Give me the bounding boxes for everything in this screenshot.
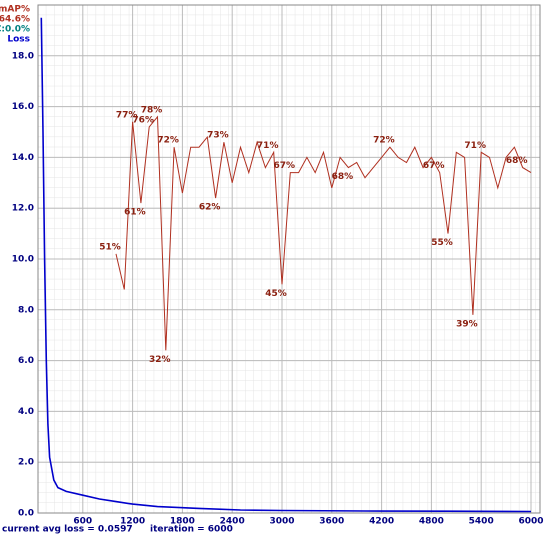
x-tick-label: 3000 [269, 517, 294, 527]
x-tick-label: 6000 [518, 517, 543, 527]
y-tick-label: 16.0 [12, 102, 34, 112]
legend-loss: Loss [7, 35, 30, 45]
c-value: C:0.0% [0, 25, 30, 35]
y-tick-label: 0.0 [18, 509, 34, 519]
footer-loss: current avg loss = 0.0597 [2, 525, 133, 535]
y-tick-label: 6.0 [18, 356, 34, 366]
loss-line [40, 17, 532, 513]
map-value: 64.6% [0, 15, 30, 25]
x-tick-label: 1800 [170, 517, 195, 527]
data-label: 51% [99, 242, 121, 252]
y-tick-label: 4.0 [18, 407, 34, 417]
x-tick-label: 4800 [419, 517, 444, 527]
data-label: 71% [257, 141, 279, 151]
x-tick-label: 3600 [319, 517, 344, 527]
footer-iteration: iteration = 6000 [150, 525, 233, 535]
data-label: 39% [456, 319, 478, 329]
data-label: 61% [124, 208, 146, 218]
data-label: 71% [464, 141, 486, 151]
y-tick-label: 18.0 [12, 51, 34, 61]
data-label: 67% [274, 161, 296, 171]
data-label: 68% [506, 156, 528, 166]
data-label: 67% [423, 161, 445, 171]
x-tick-label: 4200 [369, 517, 394, 527]
data-label: 72% [373, 136, 395, 146]
plot-frame [37, 4, 541, 514]
data-label: 62% [199, 203, 221, 213]
y-tick-label: 10.0 [12, 255, 34, 265]
series-line [115, 115, 532, 351]
data-label: 76% [132, 115, 154, 125]
data-label: 78% [141, 105, 163, 115]
data-label: 68% [332, 172, 354, 182]
data-label: 77% [116, 110, 138, 120]
data-label: 55% [431, 238, 453, 248]
data-label: 73% [207, 131, 229, 141]
y-tick-label: 8.0 [18, 305, 34, 315]
x-tick-label: 5400 [469, 517, 494, 527]
x-tick-label: 600 [73, 517, 92, 527]
data-label: 72% [157, 136, 179, 146]
data-label: 32% [149, 355, 171, 365]
y-tick-label: 12.0 [12, 204, 34, 214]
y-tick-label: 14.0 [12, 153, 34, 163]
x-tick-label: 1200 [120, 517, 145, 527]
y-tick-label: 2.0 [18, 458, 34, 468]
data-label: 45% [265, 289, 287, 299]
x-tick-label: 2400 [220, 517, 245, 527]
legend-map: mAP% [0, 5, 30, 15]
